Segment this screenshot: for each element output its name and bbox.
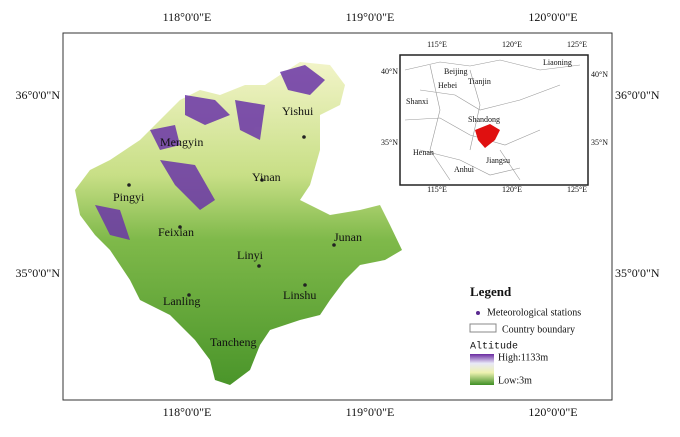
legend-low: Low:3m (498, 375, 532, 386)
province: Beijing (444, 67, 468, 76)
station-label: Tancheng (210, 335, 256, 349)
province: Liaoning (543, 58, 572, 67)
station-label: Junan (334, 230, 362, 244)
lon-label: 118°0'0"E (163, 10, 212, 24)
inset-lon: 115°E (427, 185, 447, 194)
station-label: Yinan (252, 170, 281, 184)
station-dots (127, 135, 336, 297)
legend-boundary: Country boundary (502, 324, 575, 335)
lon-label: 118°0'0"E (163, 405, 212, 419)
legend-station: Meteorological stations (487, 307, 581, 318)
province: Henan (413, 148, 434, 157)
station-labels: Yishui Mengyin Pingyi Yinan Feixian Liny… (113, 104, 362, 349)
inset-lat: 40°N (591, 70, 608, 79)
lat-label: 35°0'0"N (15, 266, 60, 280)
station-label: Lanling (163, 294, 200, 308)
station-label: Linshu (283, 288, 316, 302)
highland (95, 65, 325, 240)
inset-lat: 40°N (381, 67, 398, 76)
legend: Legend Meteorological stations Country b… (469, 284, 581, 386)
lat-label: 35°0'0"N (615, 266, 660, 280)
inset-map: 115°E 120°E 125°E 115°E 120°E 125°E 40°N… (381, 40, 608, 194)
legend-title: Legend (470, 284, 512, 299)
inset-lon: 120°E (502, 40, 522, 49)
province: Anhui (454, 165, 475, 174)
lon-label: 120°0'0"E (528, 405, 577, 419)
station-label: Linyi (237, 248, 264, 262)
station-label: Yishui (282, 104, 314, 118)
station-label: Mengyin (160, 135, 203, 149)
legend-high: High:1133m (498, 352, 548, 363)
graticule-labels: 118°0'0"E 119°0'0"E 120°0'0"E 118°0'0"E … (15, 10, 659, 419)
province: Hebei (438, 81, 458, 90)
inset-lon: 125°E (567, 185, 587, 194)
lat-label: 36°0'0"N (15, 88, 60, 102)
lon-label: 119°0'0"E (346, 10, 395, 24)
province: Jiangsu (486, 156, 510, 165)
lon-label: 119°0'0"E (346, 405, 395, 419)
lat-label: 36°0'0"N (615, 88, 660, 102)
inset-lon: 120°E (502, 185, 522, 194)
inset-lat: 35°N (591, 138, 608, 147)
inset-lat: 35°N (381, 138, 398, 147)
station-label: Pingyi (113, 190, 145, 204)
province: Shandong (468, 115, 500, 124)
legend-altitude: Altitude (470, 341, 518, 353)
station-label: Feixian (158, 225, 194, 239)
province: Tianjin (468, 77, 491, 86)
inset-lon: 115°E (427, 40, 447, 49)
lon-label: 120°0'0"E (528, 10, 577, 24)
inset-lon: 125°E (567, 40, 587, 49)
province: Shanxi (406, 97, 429, 106)
